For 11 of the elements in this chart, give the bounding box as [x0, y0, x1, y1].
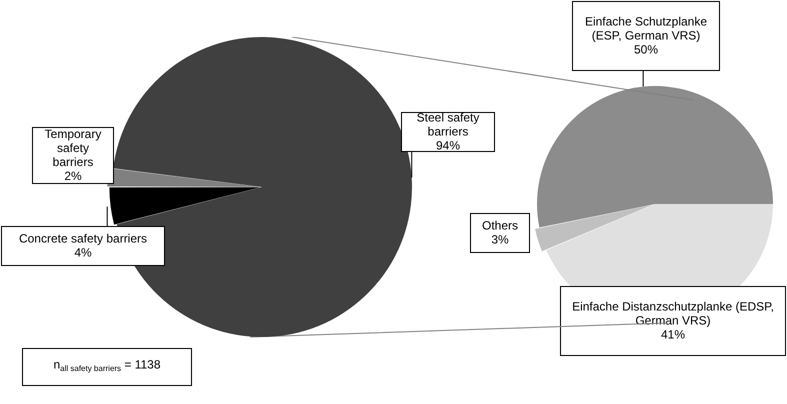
data-label: 2%	[64, 168, 82, 183]
slice-label: Concrete safety barriers	[18, 231, 148, 246]
data-label: 3%	[491, 232, 509, 246]
slice-label: Einfache Schutzplanke (ESP, German VRS)	[584, 14, 708, 42]
slice-label: Others	[482, 218, 518, 232]
slice-label: Steel safety barriers	[416, 110, 480, 138]
data-label: 50%	[634, 42, 658, 56]
data-label: 94%	[436, 138, 460, 152]
data-label: 4%	[74, 245, 92, 260]
data-label: 41%	[660, 327, 686, 342]
slice-label: Temporary safety barriers	[44, 126, 102, 169]
